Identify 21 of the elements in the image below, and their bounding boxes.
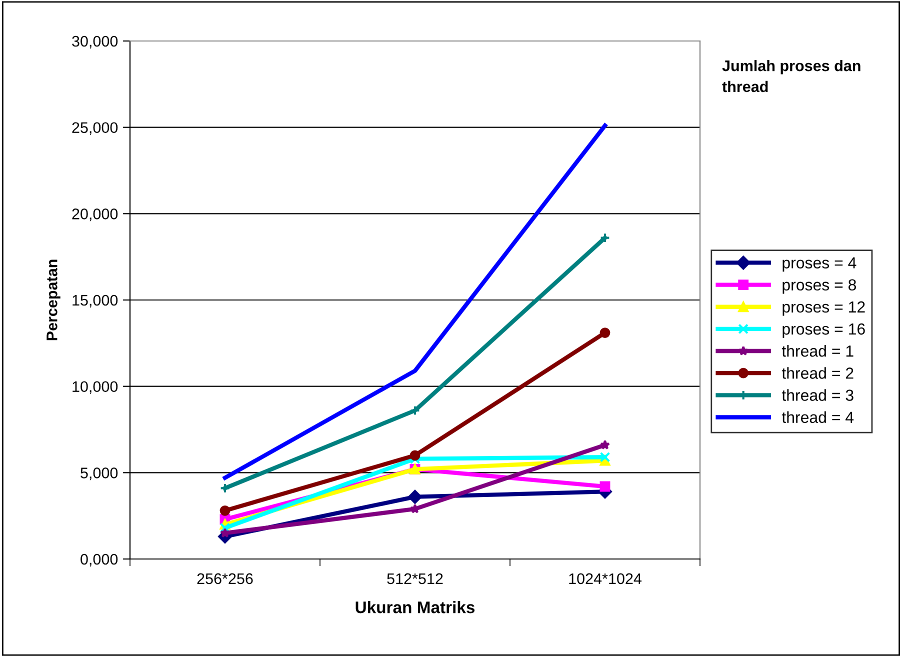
y-tick-label: 30,000 [72,36,118,48]
y-tick-label: 20,000 [72,208,118,222]
legend-label: proses = 4 [782,257,856,272]
legend-label: thread = 3 [782,389,854,401]
legend-label: thread = 1 [782,345,854,357]
legend-title: Jumlah proses dan thread [722,60,860,92]
legend-label: proses = 12 [782,301,865,316]
x-tick-label: 1024*1024 [569,573,642,584]
y-tick-label: 10,000 [72,381,118,394]
x-axis-title: Ukuran Matriks [356,601,475,614]
legend-label: proses = 16 [782,323,865,338]
legend-label: thread = 4 [782,411,854,423]
legend-label: proses = 8 [782,279,856,294]
legend-label: thread = 2 [782,367,854,379]
y-axis-title: Percepatan [46,260,60,340]
x-tick-label: 256*256 [197,573,253,584]
y-tick-label: 15,000 [72,294,118,308]
y-tick-label: 5,000 [80,468,118,480]
x-tick-label: 512*512 [387,573,443,584]
y-tick-label: 25,000 [72,122,118,135]
y-tick-label: 0,000 [80,554,118,566]
